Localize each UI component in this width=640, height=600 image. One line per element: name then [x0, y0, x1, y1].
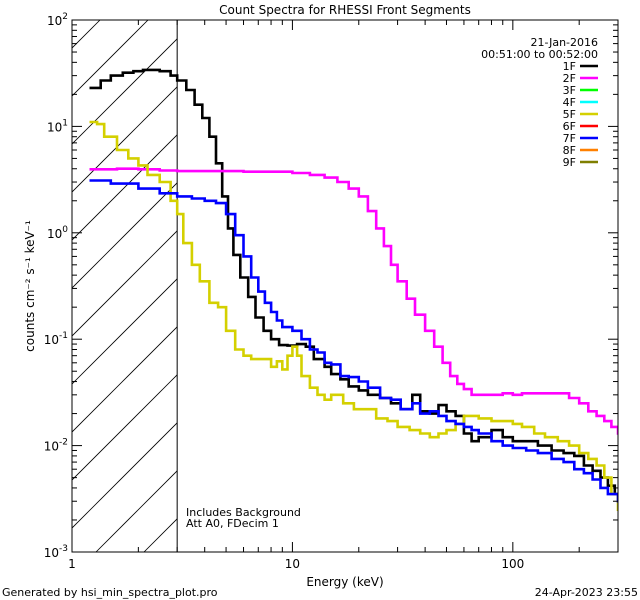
legend-label-1F: 1F: [563, 60, 576, 73]
series-line-1F: [89, 68, 618, 496]
hatched-region: [72, 20, 178, 552]
legend-label-2F: 2F: [563, 72, 576, 85]
y-tick-label-1e2: 102: [47, 12, 68, 28]
legend-label-5F: 5F: [563, 108, 576, 121]
footer-generated-by: Generated by hsi_min_spectra_plot.pro: [2, 586, 218, 599]
annotation-attenuator: Att A0, FDecim 1: [186, 517, 279, 530]
y-tick-label-1e1: 101: [47, 118, 68, 134]
y-tick-label-1e0: 100: [47, 225, 68, 241]
series-line-2F: [89, 167, 618, 435]
y-axis-label: counts cm⁻² s⁻¹ keV⁻¹: [23, 220, 37, 352]
legend-label-8F: 8F: [563, 144, 576, 157]
axis-ticks: [71, 19, 619, 553]
y-tick-label-1e-2: 10-2: [44, 438, 68, 454]
series-line-7F: [89, 179, 618, 503]
footer-timestamp: 24-Apr-2023 23:55: [535, 586, 638, 599]
legend-label-4F: 4F: [563, 96, 576, 109]
date-label: 21-Jan-2016: [531, 36, 599, 49]
x-axis-label: Energy (keV): [306, 575, 383, 589]
y-tick-label-1e-1: 10-1: [44, 331, 68, 347]
x-tick-label-100: 100: [501, 557, 524, 571]
legend-label-7F: 7F: [563, 132, 576, 145]
legend-label-6F: 6F: [563, 120, 576, 133]
time-range-label: 00:51:00 to 00:52:00: [481, 48, 598, 61]
annotation-background: Includes Background: [186, 506, 301, 519]
x-tick-label-1: 1: [68, 557, 76, 571]
chart-title: Count Spectra for RHESSI Front Segments: [219, 3, 471, 17]
plot-frame: [71, 19, 619, 553]
series-line-5F: [89, 120, 618, 511]
x-tick-label-10: 10: [285, 557, 300, 571]
legend-label-3F: 3F: [563, 84, 576, 97]
y-tick-label-1e-3: 10-3: [44, 544, 68, 560]
legend-label-9F: 9F: [563, 156, 576, 169]
